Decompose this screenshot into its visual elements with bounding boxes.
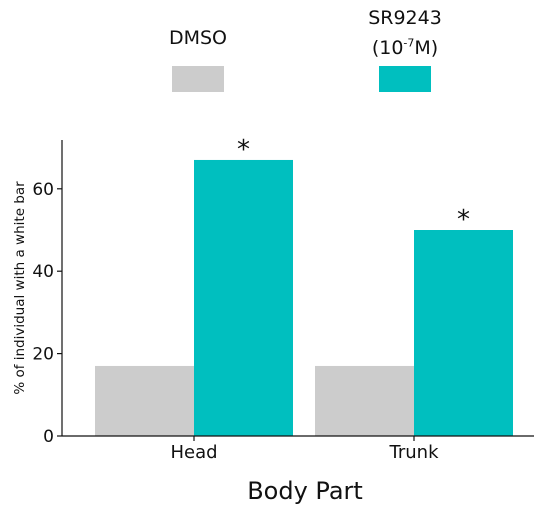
axes-group [57,140,534,441]
significance-star-trunk: * [457,205,470,235]
y-tick-label-60: 60 [32,180,54,200]
y-tick-label-20: 20 [32,345,54,365]
legend-label-dmso: DMSO [168,27,228,49]
legend-label-sr9243-line1: SR9243 [368,7,442,29]
labels-group: * * 0 20 40 60 Head Trunk Body Part % of individu… [12,135,470,505]
bar-trunk-sr9243 [414,230,513,436]
y-tick-label-40: 40 [32,262,54,282]
legend-label-sr9243-concentration: (10-7M) [371,37,439,60]
x-tick-label-head: Head [170,442,217,463]
bar-head-dmso [95,365,194,436]
significance-star-head: * [237,135,250,165]
legend-label-sr9243: SR9243 (10-7M) [345,5,465,61]
x-tick-label-trunk: Trunk [389,442,440,463]
legend-swatch-sr9243 [379,66,431,92]
bars-group [95,159,513,436]
y-tick-label-0: 0 [43,427,54,447]
bar-head-sr9243 [194,159,293,436]
bar-trunk-dmso [315,365,414,436]
legend-swatch-dmso [172,66,224,92]
y-axis-title: % of individual with a white bar [12,181,28,395]
x-axis-title: Body Part [247,477,363,505]
